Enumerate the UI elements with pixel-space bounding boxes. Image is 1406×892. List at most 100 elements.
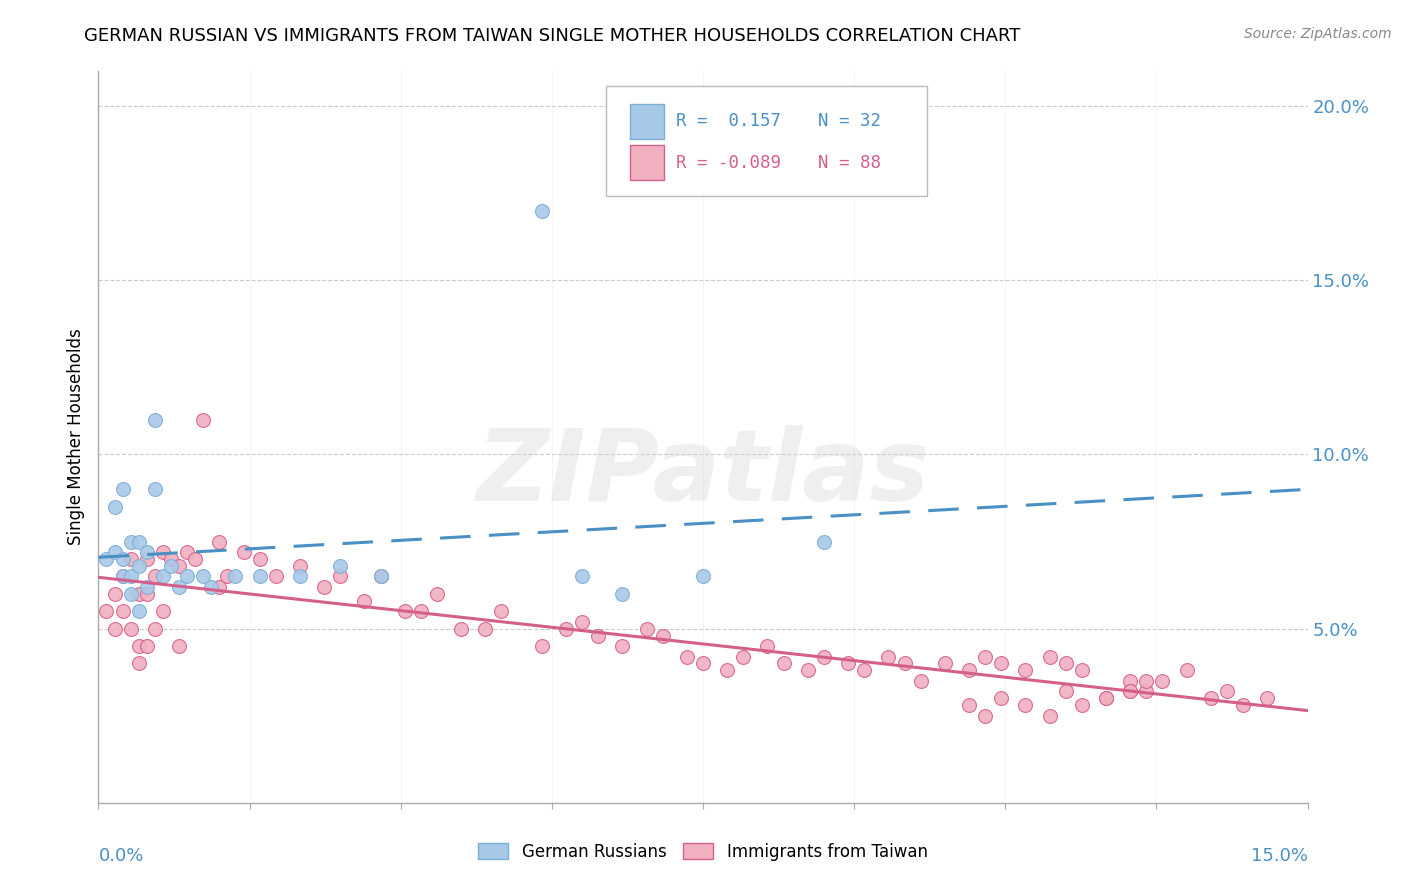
Point — [249, 569, 271, 583]
Point — [1119, 673, 1142, 688]
Point — [910, 673, 932, 688]
Point — [571, 569, 593, 583]
Point — [111, 569, 134, 583]
Point — [143, 569, 166, 583]
Point — [813, 534, 835, 549]
Point — [1014, 664, 1036, 678]
Point — [612, 587, 634, 601]
Point — [1256, 691, 1278, 706]
Point — [120, 622, 142, 636]
Point — [772, 657, 794, 671]
Point — [143, 483, 166, 497]
Point — [756, 639, 779, 653]
Point — [103, 545, 125, 559]
Point — [288, 569, 311, 583]
Point — [990, 657, 1012, 671]
Point — [651, 629, 673, 643]
Point — [200, 580, 222, 594]
Point — [612, 639, 634, 653]
Point — [1095, 691, 1118, 706]
Point — [1119, 684, 1142, 698]
Point — [120, 534, 142, 549]
Y-axis label: Single Mother Households: Single Mother Households — [66, 329, 84, 545]
Point — [111, 552, 134, 566]
Point — [160, 558, 183, 573]
Point — [1095, 691, 1118, 706]
Point — [217, 569, 239, 583]
Point — [877, 649, 900, 664]
Point — [426, 587, 449, 601]
Point — [1119, 684, 1142, 698]
Point — [974, 708, 997, 723]
Point — [176, 545, 198, 559]
Text: GERMAN RUSSIAN VS IMMIGRANTS FROM TAIWAN SINGLE MOTHER HOUSEHOLDS CORRELATION CH: GERMAN RUSSIAN VS IMMIGRANTS FROM TAIWAN… — [84, 27, 1021, 45]
Point — [555, 622, 578, 636]
Point — [797, 664, 820, 678]
Point — [1039, 708, 1062, 723]
Point — [1070, 698, 1092, 713]
Point — [152, 569, 174, 583]
Point — [530, 639, 553, 653]
Text: N = 88: N = 88 — [818, 153, 882, 172]
Point — [990, 691, 1012, 706]
Point — [474, 622, 496, 636]
Point — [314, 580, 336, 594]
Point — [893, 657, 915, 671]
Point — [111, 569, 134, 583]
Point — [193, 412, 215, 426]
Point — [853, 664, 876, 678]
Point — [491, 604, 513, 618]
Point — [974, 649, 997, 664]
Point — [111, 483, 134, 497]
Point — [135, 552, 157, 566]
Point — [394, 604, 416, 618]
FancyBboxPatch shape — [630, 103, 664, 138]
Point — [193, 569, 215, 583]
Point — [152, 545, 174, 559]
Point — [96, 604, 118, 618]
Point — [957, 698, 980, 713]
FancyBboxPatch shape — [630, 145, 664, 180]
Point — [1039, 649, 1062, 664]
Point — [167, 639, 190, 653]
Point — [224, 569, 246, 583]
Point — [128, 558, 150, 573]
Point — [103, 622, 125, 636]
FancyBboxPatch shape — [606, 86, 927, 195]
Point — [264, 569, 287, 583]
Point — [1135, 684, 1157, 698]
Point — [1014, 698, 1036, 713]
Point — [96, 552, 118, 566]
Point — [120, 569, 142, 583]
Point — [586, 629, 609, 643]
Point — [692, 569, 714, 583]
Text: 0.0%: 0.0% — [98, 847, 143, 864]
Point — [837, 657, 859, 671]
Point — [353, 594, 375, 608]
Point — [1216, 684, 1239, 698]
Point — [1070, 664, 1092, 678]
Point — [288, 558, 311, 573]
Point — [120, 552, 142, 566]
Point — [208, 580, 231, 594]
Point — [716, 664, 738, 678]
Point — [530, 203, 553, 218]
Point — [957, 664, 980, 678]
Text: R = -0.089: R = -0.089 — [676, 153, 782, 172]
Point — [370, 569, 392, 583]
Point — [1199, 691, 1222, 706]
Point — [167, 558, 190, 573]
Point — [232, 545, 254, 559]
Text: Source: ZipAtlas.com: Source: ZipAtlas.com — [1244, 27, 1392, 41]
Point — [249, 552, 271, 566]
Point — [1152, 673, 1174, 688]
Point — [676, 649, 699, 664]
Point — [128, 604, 150, 618]
Text: ZIPatlas: ZIPatlas — [477, 425, 929, 522]
Point — [692, 657, 714, 671]
Point — [143, 622, 166, 636]
Point — [329, 558, 352, 573]
Point — [120, 587, 142, 601]
Point — [370, 569, 392, 583]
Point — [103, 587, 125, 601]
